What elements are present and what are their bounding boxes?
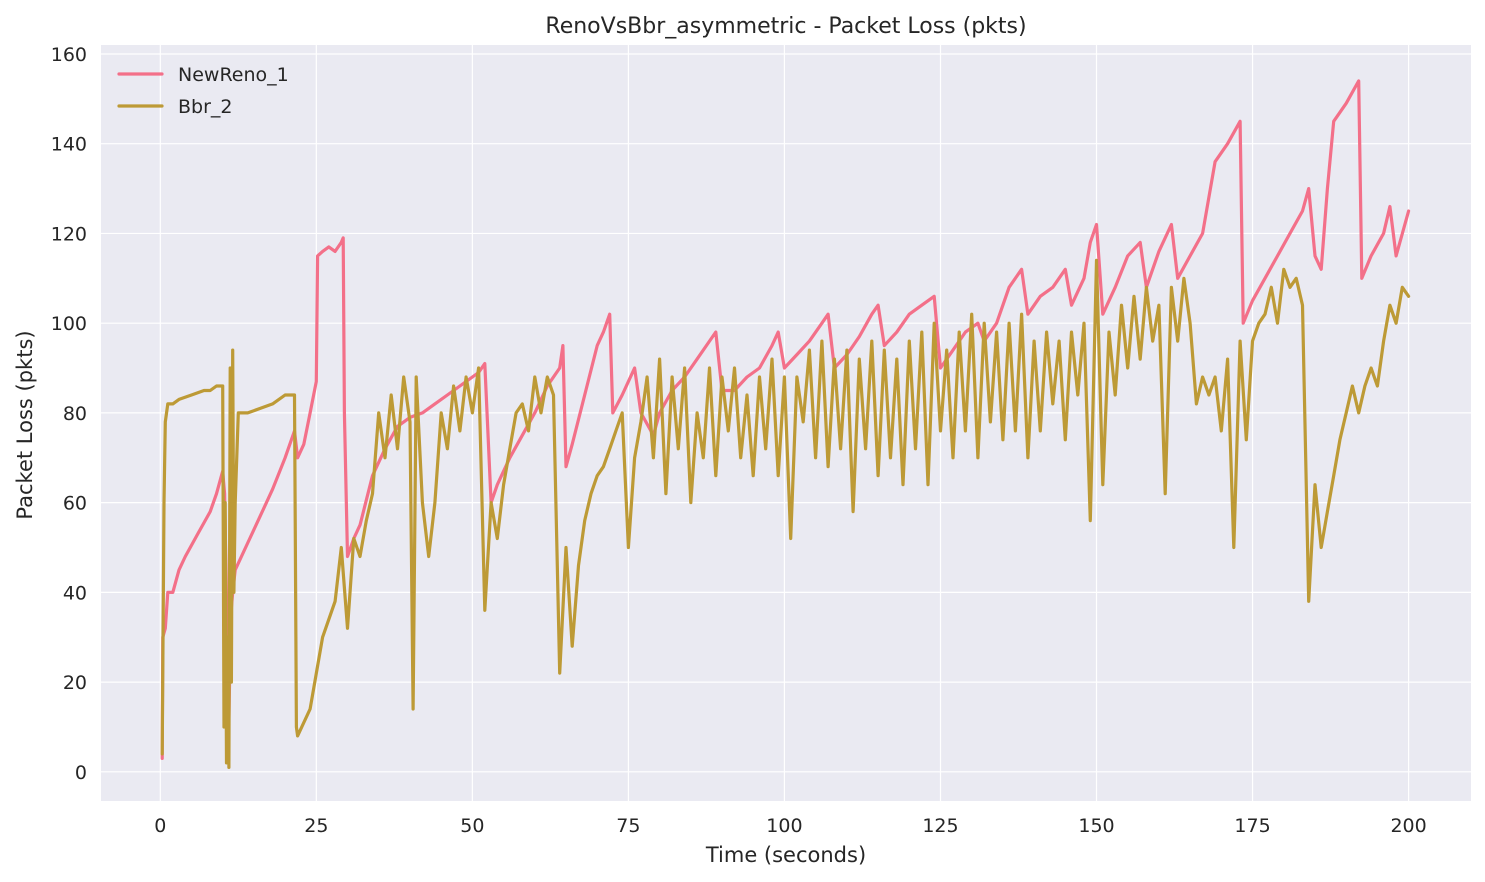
y-tick-label: 0 <box>75 762 87 784</box>
y-tick-label: 160 <box>51 44 87 66</box>
y-tick-label: 40 <box>63 582 87 604</box>
x-tick-label: 75 <box>616 815 640 837</box>
x-tick-label: 200 <box>1390 815 1426 837</box>
x-tick-label: 0 <box>154 815 166 837</box>
legend-label: NewReno_1 <box>178 64 289 86</box>
y-tick-label: 120 <box>51 223 87 245</box>
x-tick-label: 100 <box>766 815 802 837</box>
x-axis-tick-labels: 0 25 50 75 100 125 150 175 200 <box>154 815 1426 837</box>
y-tick-label: 100 <box>51 313 87 335</box>
series-line-newreno-1 <box>160 79 1411 760</box>
x-tick-label: 150 <box>1078 815 1114 837</box>
x-axis-label: Time (seconds) <box>705 843 866 867</box>
y-axis-label: Packet Loss (pkts) <box>13 330 37 519</box>
y-tick-label: 80 <box>63 403 87 425</box>
vertical-gridlines <box>159 45 1410 801</box>
y-tick-label: 60 <box>63 493 87 515</box>
x-tick-label: 175 <box>1234 815 1270 837</box>
y-tick-label: 20 <box>63 672 87 694</box>
y-axis-tick-labels: 0 20 40 60 80 100 120 140 160 <box>51 44 87 784</box>
legend: NewReno_1 Bbr_2 <box>117 64 289 118</box>
legend-item: Bbr_2 <box>117 96 233 118</box>
chart-title: RenoVsBbr_asymmetric - Packet Loss (pkts… <box>545 14 1026 39</box>
x-tick-label: 25 <box>304 815 328 837</box>
x-tick-label: 125 <box>922 815 958 837</box>
legend-item: NewReno_1 <box>117 64 289 86</box>
series-layer <box>160 79 1411 769</box>
y-tick-label: 140 <box>51 134 87 156</box>
legend-label: Bbr_2 <box>178 96 233 118</box>
x-tick-label: 50 <box>460 815 484 837</box>
series-line-bbr-2 <box>160 258 1411 769</box>
